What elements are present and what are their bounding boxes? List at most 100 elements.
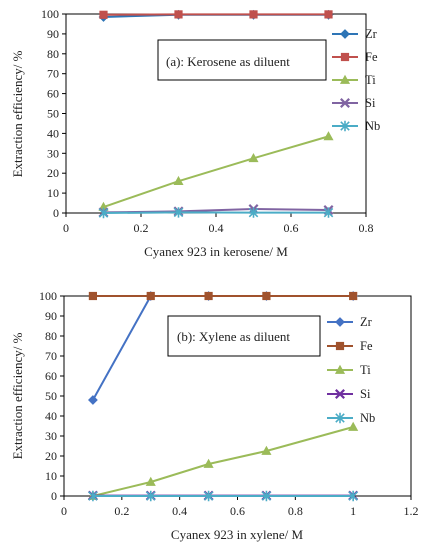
- annotation-box-b: [167, 315, 321, 357]
- chart-kerosene: 0 10 20 30 40 50 60 70 80 90 100 0 0.2 0.4 0.6 0.8 (a)…: [10, 7, 380, 259]
- legend-marker-nb: [340, 120, 350, 132]
- legend-label-ti: Ti: [360, 363, 371, 377]
- data-point-fe: [262, 291, 271, 301]
- y-tick-label: 100: [39, 289, 57, 303]
- data-point-ti: [348, 421, 359, 431]
- data-point-nb: [88, 490, 98, 502]
- legend-marker-zr: [335, 317, 345, 327]
- data-point-nb: [323, 207, 334, 218]
- x-tick-label: 0.8: [359, 221, 374, 235]
- y-tick-label: 80: [47, 47, 59, 61]
- x-axis-title-b: Cyanex 923 in xylene/ M: [171, 527, 304, 542]
- annotation-box-a: [157, 39, 327, 81]
- legend-b: Zr Fe Ti Si Nb: [327, 315, 375, 425]
- y-ticks-b: 0 10 20 30 40 50 60 70 80 90 100: [39, 289, 64, 503]
- y-tick-label: 90: [47, 27, 59, 41]
- x-axis-title-a: Cyanex 923 in kerosene/ M: [144, 244, 288, 259]
- legend-label-si: Si: [365, 96, 376, 110]
- legend-label-ti: Ti: [365, 73, 376, 87]
- y-tick-label: 40: [47, 126, 59, 140]
- x-tick-label: 0.2: [114, 504, 129, 518]
- y-ticks-a: 0 10 20 30 40 50 60 70 80 90 100: [41, 7, 66, 220]
- annotation-b: (b): Xylene as diluent: [177, 329, 290, 344]
- x-tick-label: 0.8: [288, 504, 303, 518]
- data-point-nb: [98, 207, 109, 219]
- legend-marker-ti: [334, 364, 346, 374]
- legend-label-nb: Nb: [360, 411, 375, 425]
- legend-marker-si: [335, 389, 345, 399]
- x-tick-label: 0.4: [172, 504, 187, 518]
- series-line-nb: [103, 211, 329, 214]
- y-tick-label: 0: [53, 206, 59, 220]
- series-line-ti: [92, 426, 354, 497]
- data-point-ti: [145, 476, 156, 486]
- legend-label-fe: Fe: [365, 50, 378, 64]
- legend-label-nb: Nb: [365, 119, 380, 133]
- legend-marker-fe: [340, 52, 350, 62]
- data-point-nb: [145, 490, 156, 502]
- data-point-fe: [349, 291, 358, 301]
- x-ticks-b: 0 0.2 0.4 0.6 0.8 1 1.2: [61, 496, 419, 518]
- y-tick-label: 70: [47, 67, 59, 81]
- data-point-zr: [88, 395, 98, 405]
- legend-label-si: Si: [360, 387, 371, 401]
- y-tick-label: 10: [47, 186, 59, 200]
- x-tick-label: 0.2: [134, 221, 149, 235]
- legend-marker-si: [340, 98, 350, 108]
- y-tick-label: 0: [51, 489, 57, 503]
- y-tick-label: 40: [45, 409, 57, 423]
- legend-label-zr: Zr: [360, 315, 373, 329]
- data-point-fe: [324, 10, 333, 19]
- data-point-fe: [146, 291, 155, 301]
- data-point-nb: [173, 207, 184, 218]
- y-tick-label: 60: [47, 87, 59, 101]
- y-tick-label: 50: [45, 389, 57, 403]
- y-tick-label: 50: [47, 107, 59, 121]
- data-point-fe: [174, 10, 183, 19]
- y-axis-title-b: Extraction efficiency/ %: [10, 332, 25, 459]
- y-tick-label: 90: [45, 309, 57, 323]
- series-b: [87, 291, 359, 502]
- data-point-nb: [261, 490, 272, 502]
- y-tick-label: 20: [45, 449, 57, 463]
- y-tick-label: 60: [45, 369, 57, 383]
- data-point-ti: [261, 445, 272, 455]
- legend-marker-ti: [339, 74, 351, 84]
- y-tick-label: 80: [45, 329, 57, 343]
- legend-marker-zr: [340, 29, 350, 39]
- y-tick-label: 30: [47, 146, 59, 160]
- legend-a: Zr Fe Ti Si Nb: [332, 27, 380, 133]
- data-point-nb: [203, 490, 214, 502]
- legend-marker-nb: [335, 412, 345, 424]
- legend-label-zr: Zr: [365, 27, 378, 41]
- y-tick-label: 100: [41, 7, 59, 21]
- y-tick-label: 30: [45, 429, 57, 443]
- series-a: [98, 9, 334, 219]
- y-tick-label: 10: [45, 469, 57, 483]
- x-tick-label: 0: [63, 221, 69, 235]
- annotation-a: (a): Kerosene as diluent: [166, 54, 290, 69]
- x-ticks-a: 0 0.2 0.4 0.6 0.8: [63, 213, 374, 235]
- x-tick-label: 1.2: [404, 504, 419, 518]
- y-tick-label: 20: [47, 166, 59, 180]
- x-tick-label: 0: [61, 504, 67, 518]
- y-axis-title-a: Extraction efficiency/ %: [10, 50, 25, 177]
- data-point-fe: [99, 10, 108, 19]
- x-tick-label: 1: [350, 504, 356, 518]
- y-tick-label: 70: [45, 349, 57, 363]
- data-point-ti: [323, 131, 334, 141]
- data-point-fe: [204, 291, 213, 301]
- legend-marker-fe: [335, 341, 345, 351]
- data-point-nb: [248, 207, 259, 218]
- x-tick-label: 0.6: [230, 504, 245, 518]
- data-point-ti: [173, 175, 184, 186]
- x-tick-label: 0.4: [209, 221, 224, 235]
- series-line-ti: [103, 135, 329, 208]
- data-point-ti: [203, 458, 214, 468]
- data-point-fe: [249, 10, 258, 19]
- data-point-nb: [348, 490, 358, 502]
- chart-xylene: 0 10 20 30 40 50 60 70 80 90 100 0 0.2 0.4 0.6 0.8 1 1.2…: [10, 289, 419, 542]
- legend-label-fe: Fe: [360, 339, 373, 353]
- data-point-fe: [88, 291, 98, 301]
